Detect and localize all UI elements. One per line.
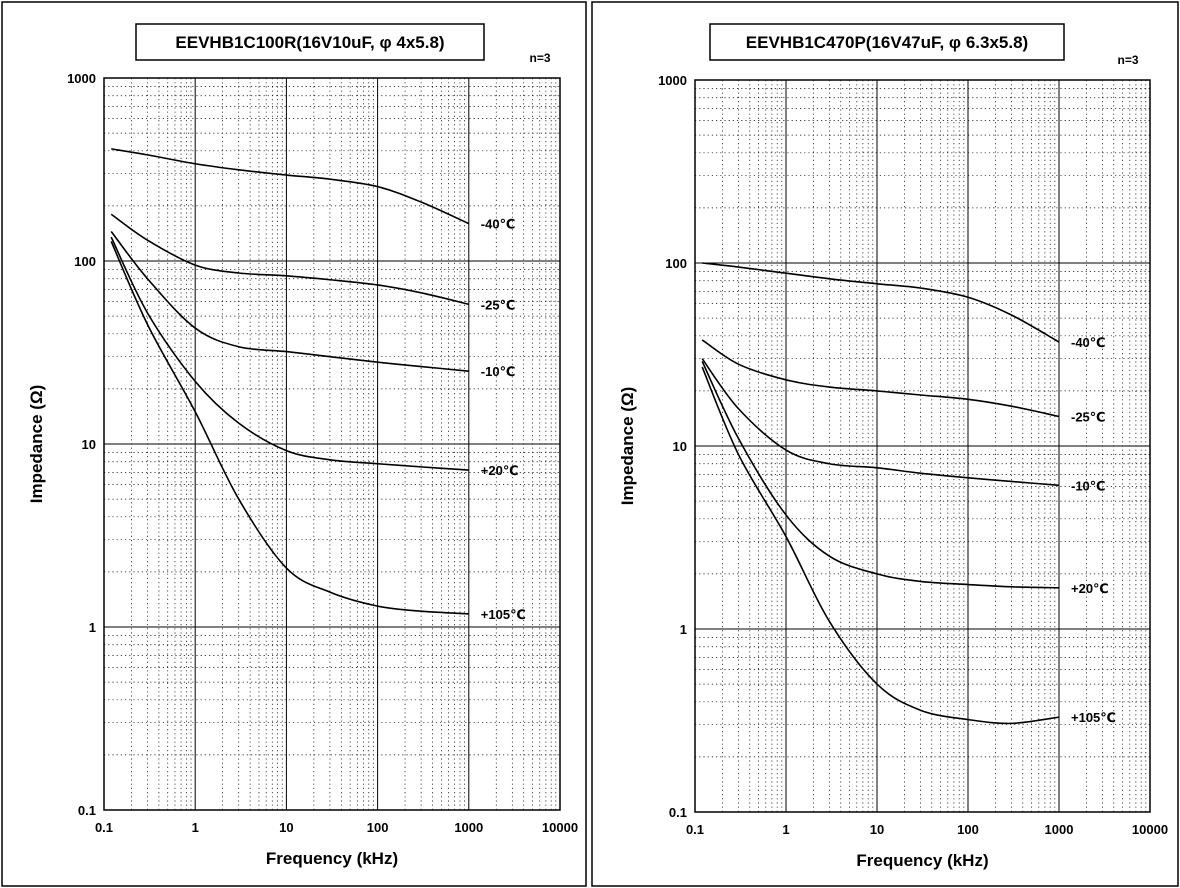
series-label: +105℃ — [1071, 710, 1116, 725]
series-line — [701, 339, 1060, 418]
series-label: -10℃ — [481, 364, 516, 379]
chart-title-box — [709, 23, 1065, 61]
series-line — [701, 358, 1060, 487]
x-tick-label: 0.1 — [95, 820, 113, 835]
y-tick-label: 1 — [680, 622, 687, 637]
x-tick-label: 10000 — [542, 820, 578, 835]
series-line — [110, 241, 469, 615]
series-line — [701, 366, 1060, 725]
plot-frame — [103, 77, 561, 811]
x-tick-label: 1 — [192, 820, 199, 835]
sample-count-note: n=3 — [529, 51, 550, 65]
plot-frame — [694, 79, 1151, 813]
series-label: +20℃ — [481, 463, 519, 478]
chart-title: EEVHB1C100R(16V10uF, φ 4x5.8) — [175, 33, 444, 52]
x-tick-label: 100 — [367, 820, 389, 835]
y-tick-label: 100 — [74, 254, 96, 269]
x-tick-label: 10 — [870, 822, 884, 837]
y-tick-label: 100 — [665, 256, 687, 271]
x-tick-label: 0.1 — [686, 822, 704, 837]
series-label: -10℃ — [1071, 478, 1106, 493]
series-label: -25℃ — [1071, 409, 1106, 424]
x-tick-label: 10 — [279, 820, 293, 835]
y-tick-label: 0.1 — [669, 805, 687, 820]
chart-title: EEVHB1C470P(16V47uF, φ 6.3x5.8) — [746, 33, 1028, 52]
x-tick-label: 1000 — [1045, 822, 1074, 837]
sample-count-note: n=3 — [1117, 53, 1138, 67]
series-label: +105℃ — [481, 607, 526, 622]
series-label: -40℃ — [481, 217, 516, 232]
y-tick-label: 1000 — [658, 73, 687, 88]
series-line — [111, 148, 470, 225]
y-tick-label: 10 — [82, 437, 96, 452]
series-label: +20℃ — [1071, 581, 1109, 596]
x-axis-title: Frequency (kHz) — [856, 851, 988, 870]
y-tick-label: 0.1 — [78, 803, 96, 818]
y-tick-label: 1 — [89, 620, 96, 635]
series-line — [110, 230, 469, 372]
chart-panel-1: 0.1 1 10 100 1000 10000 1000 100 10 1 0.1 Frequency… — [1, 1, 587, 887]
x-axis-title: Frequency (kHz) — [266, 849, 398, 868]
series-line — [702, 262, 1060, 343]
series-line — [110, 213, 469, 306]
y-tick-label: 10 — [673, 439, 687, 454]
y-axis-title: Impedance (Ω) — [618, 387, 637, 506]
grid-lines — [694, 79, 1151, 813]
series-label: -25℃ — [481, 297, 516, 312]
x-tick-label: 100 — [957, 822, 979, 837]
x-tick-label: 1000 — [454, 820, 483, 835]
chart-title-box — [135, 23, 485, 61]
y-tick-label: 1000 — [67, 71, 96, 86]
series-line — [110, 236, 469, 471]
x-tick-label: 1 — [782, 822, 789, 837]
grid-lines — [103, 77, 561, 811]
series-label: -40℃ — [1071, 335, 1106, 350]
y-axis-title: Impedance (Ω) — [27, 385, 46, 504]
chart-panel-2: 0.1 1 10 100 1000 10000 1000 100 10 1 0.1 Frequency… — [591, 1, 1179, 887]
x-tick-label: 10000 — [1132, 822, 1168, 837]
panel-border — [591, 1, 1179, 887]
series-line — [701, 361, 1060, 589]
